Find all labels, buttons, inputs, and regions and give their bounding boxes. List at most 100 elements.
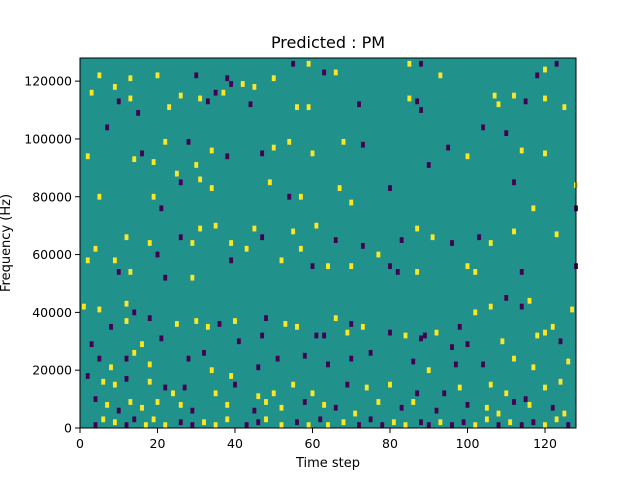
cell-positive <box>488 240 493 246</box>
cell-negative <box>213 89 218 96</box>
cell-negative <box>318 416 323 423</box>
cell-negative <box>124 375 129 382</box>
cell-positive <box>341 138 346 145</box>
cell-positive <box>213 422 218 428</box>
cell-positive <box>566 358 571 365</box>
cell-positive <box>337 185 342 191</box>
cell-positive <box>163 138 168 145</box>
cell-positive <box>314 222 319 229</box>
cell-negative <box>186 138 191 145</box>
cell-positive <box>562 410 567 417</box>
cell-positive <box>140 404 144 411</box>
cell-positive <box>333 69 338 76</box>
cell-negative <box>260 150 265 157</box>
cell-positive <box>124 300 129 307</box>
cell-negative <box>163 274 168 281</box>
cell-positive <box>287 138 292 145</box>
cell-positive <box>543 150 547 157</box>
y-tick-label: 80000 <box>32 189 72 204</box>
cell-negative <box>450 240 454 246</box>
cell-negative <box>535 72 540 79</box>
cell-positive <box>198 176 203 183</box>
cell-negative <box>554 60 559 67</box>
cell-negative <box>217 321 222 327</box>
cell-positive <box>298 245 303 252</box>
y-tick-label: 100000 <box>24 131 72 146</box>
cell-positive <box>504 390 509 397</box>
cell-positive <box>341 419 346 426</box>
cell-positive <box>171 390 175 397</box>
cell-positive <box>403 332 408 339</box>
cell-positive <box>178 401 183 408</box>
cell-positive <box>174 321 179 327</box>
cell-positive <box>279 404 284 411</box>
cell-negative <box>159 205 164 212</box>
cell-positive <box>492 92 497 99</box>
cell-negative <box>465 401 470 408</box>
cell-negative <box>395 269 400 275</box>
cell-negative <box>310 263 315 270</box>
y-tick-label: 20000 <box>32 363 72 378</box>
cell-positive <box>388 381 392 388</box>
cell-negative <box>93 396 98 402</box>
cell-positive <box>97 72 102 79</box>
y-tick-label: 120000 <box>24 74 72 89</box>
cell-negative <box>349 321 354 327</box>
cell-negative <box>159 335 164 342</box>
cell-positive <box>326 422 330 428</box>
plot-area <box>79 57 578 429</box>
cell-positive <box>151 159 156 165</box>
cell-negative <box>477 234 482 241</box>
cell-negative <box>140 150 144 157</box>
cell-positive <box>326 263 330 270</box>
cell-negative <box>388 329 392 336</box>
cell-negative <box>233 381 237 388</box>
cell-negative <box>116 269 121 275</box>
cell-positive <box>101 378 106 385</box>
cell-positive <box>128 269 133 275</box>
cell-negative <box>97 355 102 362</box>
cell-positive <box>349 263 354 270</box>
cell-negative <box>178 179 183 186</box>
cell-positive <box>438 419 443 426</box>
cell-positive <box>457 384 462 391</box>
cell-negative <box>434 407 439 414</box>
cell-positive <box>376 399 381 405</box>
cell-positive <box>349 199 354 206</box>
cell-positive <box>508 419 513 426</box>
cell-negative <box>229 257 234 264</box>
cell-positive <box>271 390 276 397</box>
cell-positive <box>353 410 358 417</box>
cell-positive <box>155 72 160 79</box>
cell-positive <box>438 72 443 79</box>
cell-positive <box>291 381 296 388</box>
cell-positive <box>376 251 381 258</box>
cell-positive <box>543 66 547 73</box>
cell-negative <box>411 358 416 365</box>
cell-negative <box>426 162 431 168</box>
cell-positive <box>97 306 102 313</box>
cell-negative <box>225 75 230 82</box>
cell-positive <box>484 404 489 411</box>
cell-negative <box>360 141 365 148</box>
plot-frame <box>79 57 577 429</box>
cell-negative <box>260 332 265 339</box>
cell-negative <box>504 130 509 137</box>
cell-positive <box>512 228 516 235</box>
cell-negative <box>357 101 361 108</box>
cell-negative <box>465 341 470 348</box>
cell-positive <box>240 81 245 87</box>
cell-negative <box>322 332 327 339</box>
cell-positive <box>496 410 501 417</box>
cell-positive <box>531 205 536 212</box>
plot-background <box>80 58 576 428</box>
cell-positive <box>488 303 493 310</box>
cell-positive <box>124 234 129 241</box>
cell-positive <box>252 225 257 232</box>
cell-negative <box>357 422 361 428</box>
cell-positive <box>527 297 532 304</box>
cell-negative <box>333 237 338 243</box>
y-tick-label: 40000 <box>32 305 72 320</box>
cell-positive <box>109 364 113 371</box>
cell-negative <box>399 404 404 411</box>
